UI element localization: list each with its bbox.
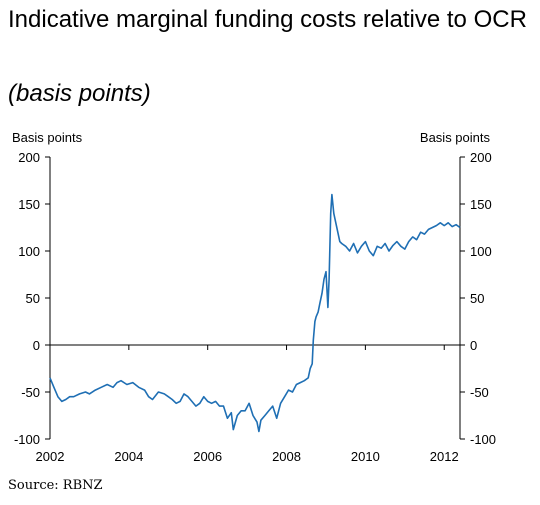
x-tick-label: 2012 (430, 449, 459, 464)
left-axis-title: Basis points (12, 130, 83, 145)
y-tick-label-right: -50 (470, 385, 489, 400)
y-tick-label-right: -100 (470, 432, 496, 447)
y-tick-label-left: 0 (33, 338, 40, 353)
axes: 200 200 150 150 100 100 50 50 0 0 -50 -50 -100 -100 20… (14, 150, 496, 464)
funding-cost-line (49, 193, 461, 433)
y-tick-label-left: 200 (18, 150, 40, 165)
x-tick-label: 2002 (36, 449, 65, 464)
y-tick-label-right: 0 (470, 338, 477, 353)
x-tick-label: 2004 (114, 449, 143, 464)
y-tick-label-left: -100 (14, 432, 40, 447)
y-tick-label-left: 50 (26, 291, 40, 306)
y-tick-label-right: 100 (470, 244, 492, 259)
y-tick-label-right: 50 (470, 291, 484, 306)
right-axis-title: Basis points (420, 130, 491, 145)
chart-title: Indicative marginal funding costs relati… (8, 6, 527, 33)
y-tick-label-left: -50 (21, 385, 40, 400)
y-tick-label-left: 100 (18, 244, 40, 259)
chart-subtitle: (basis points) (8, 80, 151, 107)
y-tick-label-right: 150 (470, 197, 492, 212)
x-tick-label: 2010 (351, 449, 380, 464)
x-tick-label: 2006 (193, 449, 222, 464)
y-tick-label-left: 150 (18, 197, 40, 212)
y-tick-label-right: 200 (470, 150, 492, 165)
x-tick-label: 2008 (272, 449, 301, 464)
data-series (49, 193, 461, 433)
source-note: Source: RBNZ (8, 478, 103, 493)
